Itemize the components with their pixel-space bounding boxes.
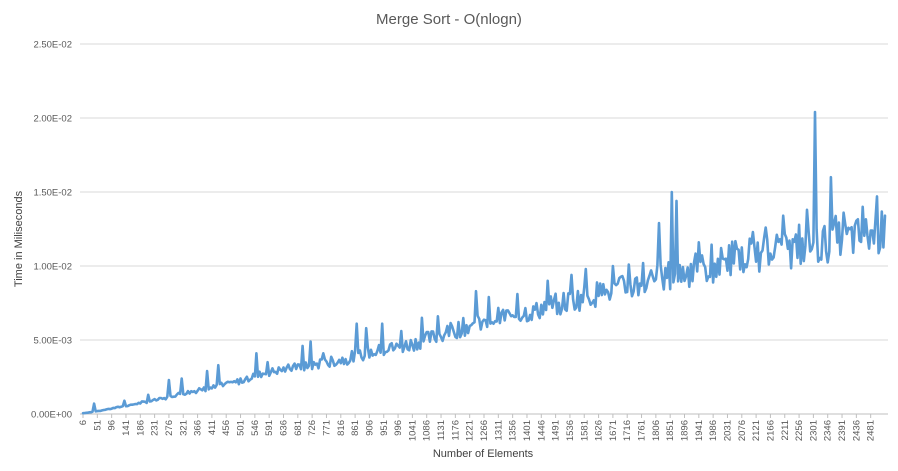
x-tick-label-22: 996 — [393, 420, 404, 436]
y-axis-ticks: 0.00E+00 5.00E-03 1.00E-02 1.50E-02 2.00E-02… — [31, 40, 72, 421]
x-tick-label-46: 2076 — [737, 420, 748, 441]
x-tick-label-3: 141 — [121, 420, 132, 436]
x-tick-label-38: 1716 — [622, 420, 633, 441]
x-tick-label-14: 636 — [279, 420, 290, 436]
y-tick-label-2: 1.00E-02 — [33, 262, 72, 273]
chart-title: Merge Sort - O(nlogn) — [376, 11, 522, 28]
x-tick-label-15: 681 — [293, 420, 304, 436]
x-tick-label-42: 1896 — [680, 420, 691, 441]
x-tick-label-31: 1401 — [522, 420, 533, 441]
x-tick-label-13: 591 — [264, 420, 275, 436]
x-tick-label-27: 1221 — [465, 420, 476, 441]
x-tick-label-10: 456 — [221, 420, 232, 436]
x-tick-label-16: 726 — [307, 420, 318, 436]
y-tick-label-1: 5.00E-03 — [33, 336, 72, 347]
x-tick-label-23: 1041 — [407, 420, 418, 441]
x-tick-label-30: 1356 — [508, 420, 519, 441]
x-tick-label-25: 1131 — [436, 420, 447, 440]
x-tick-label-8: 366 — [193, 420, 204, 436]
x-tick-label-28: 1266 — [479, 420, 490, 441]
x-tick-label-52: 2346 — [823, 420, 834, 441]
x-tick-label-50: 2256 — [794, 420, 805, 441]
x-tick-label-6: 276 — [164, 420, 175, 436]
x-tick-label-47: 2121 — [751, 420, 762, 441]
x-tick-label-11: 501 — [236, 420, 247, 436]
x-tick-label-48: 2166 — [765, 420, 776, 441]
series-layer — [81, 110, 887, 415]
x-tick-label-5: 231 — [150, 420, 161, 436]
x-tick-label-44: 1986 — [708, 420, 719, 441]
x-tick-label-36: 1626 — [594, 420, 605, 441]
y-tick-label-5: 2.50E-02 — [33, 40, 72, 51]
x-tick-label-33: 1491 — [551, 420, 562, 441]
x-tick-label-21: 951 — [379, 420, 390, 436]
x-tick-label-40: 1806 — [651, 420, 662, 441]
x-axis-title: Number of Elements — [433, 448, 534, 460]
gridlines — [80, 43, 888, 415]
x-tick-label-35: 1581 — [579, 420, 590, 441]
x-tick-label-2: 96 — [107, 420, 118, 431]
y-tick-label-0: 0.00E+00 — [31, 410, 72, 421]
y-axis-title: Time in Miliseconds — [13, 190, 25, 287]
x-tick-label-24: 1086 — [422, 420, 433, 441]
x-tick-label-18: 816 — [336, 420, 347, 436]
x-tick-label-41: 1851 — [665, 420, 676, 441]
x-tick-label-34: 1536 — [565, 420, 576, 441]
y-tick-label-3: 1.50E-02 — [33, 188, 72, 199]
x-tick-label-51: 2301 — [808, 420, 819, 441]
x-tick-label-0: 6 — [78, 420, 89, 425]
x-tick-label-54: 2436 — [851, 420, 862, 441]
y-tick-label-4: 2.00E-02 — [33, 114, 72, 125]
x-tick-label-7: 321 — [178, 420, 189, 436]
x-tick-label-26: 1176 — [450, 420, 461, 440]
x-tick-label-4: 186 — [135, 420, 146, 436]
x-tick-label-19: 861 — [350, 420, 361, 436]
x-tick-label-29: 1311 — [493, 420, 504, 440]
x-tick-label-20: 906 — [364, 420, 375, 436]
x-axis-ticks: 6 51 96 141 186 231 276 321 366 411 456 501 546 591 63… — [78, 414, 877, 441]
x-tick-label-12: 546 — [250, 420, 261, 436]
x-tick-label-53: 2391 — [837, 420, 848, 441]
x-tick-label-17: 771 — [321, 420, 332, 436]
x-tick-label-32: 1446 — [536, 420, 547, 441]
x-tick-label-55: 2481 — [866, 420, 877, 441]
x-tick-label-9: 411 — [207, 420, 218, 435]
x-tick-label-45: 2031 — [722, 420, 733, 441]
series-line-merge-sort — [81, 110, 887, 415]
x-tick-label-43: 1941 — [694, 420, 705, 441]
x-tick-label-1: 51 — [92, 420, 103, 431]
x-tick-label-39: 1761 — [637, 420, 648, 441]
x-tick-label-37: 1671 — [608, 420, 619, 441]
x-tick-label-49: 2211 — [780, 420, 791, 440]
